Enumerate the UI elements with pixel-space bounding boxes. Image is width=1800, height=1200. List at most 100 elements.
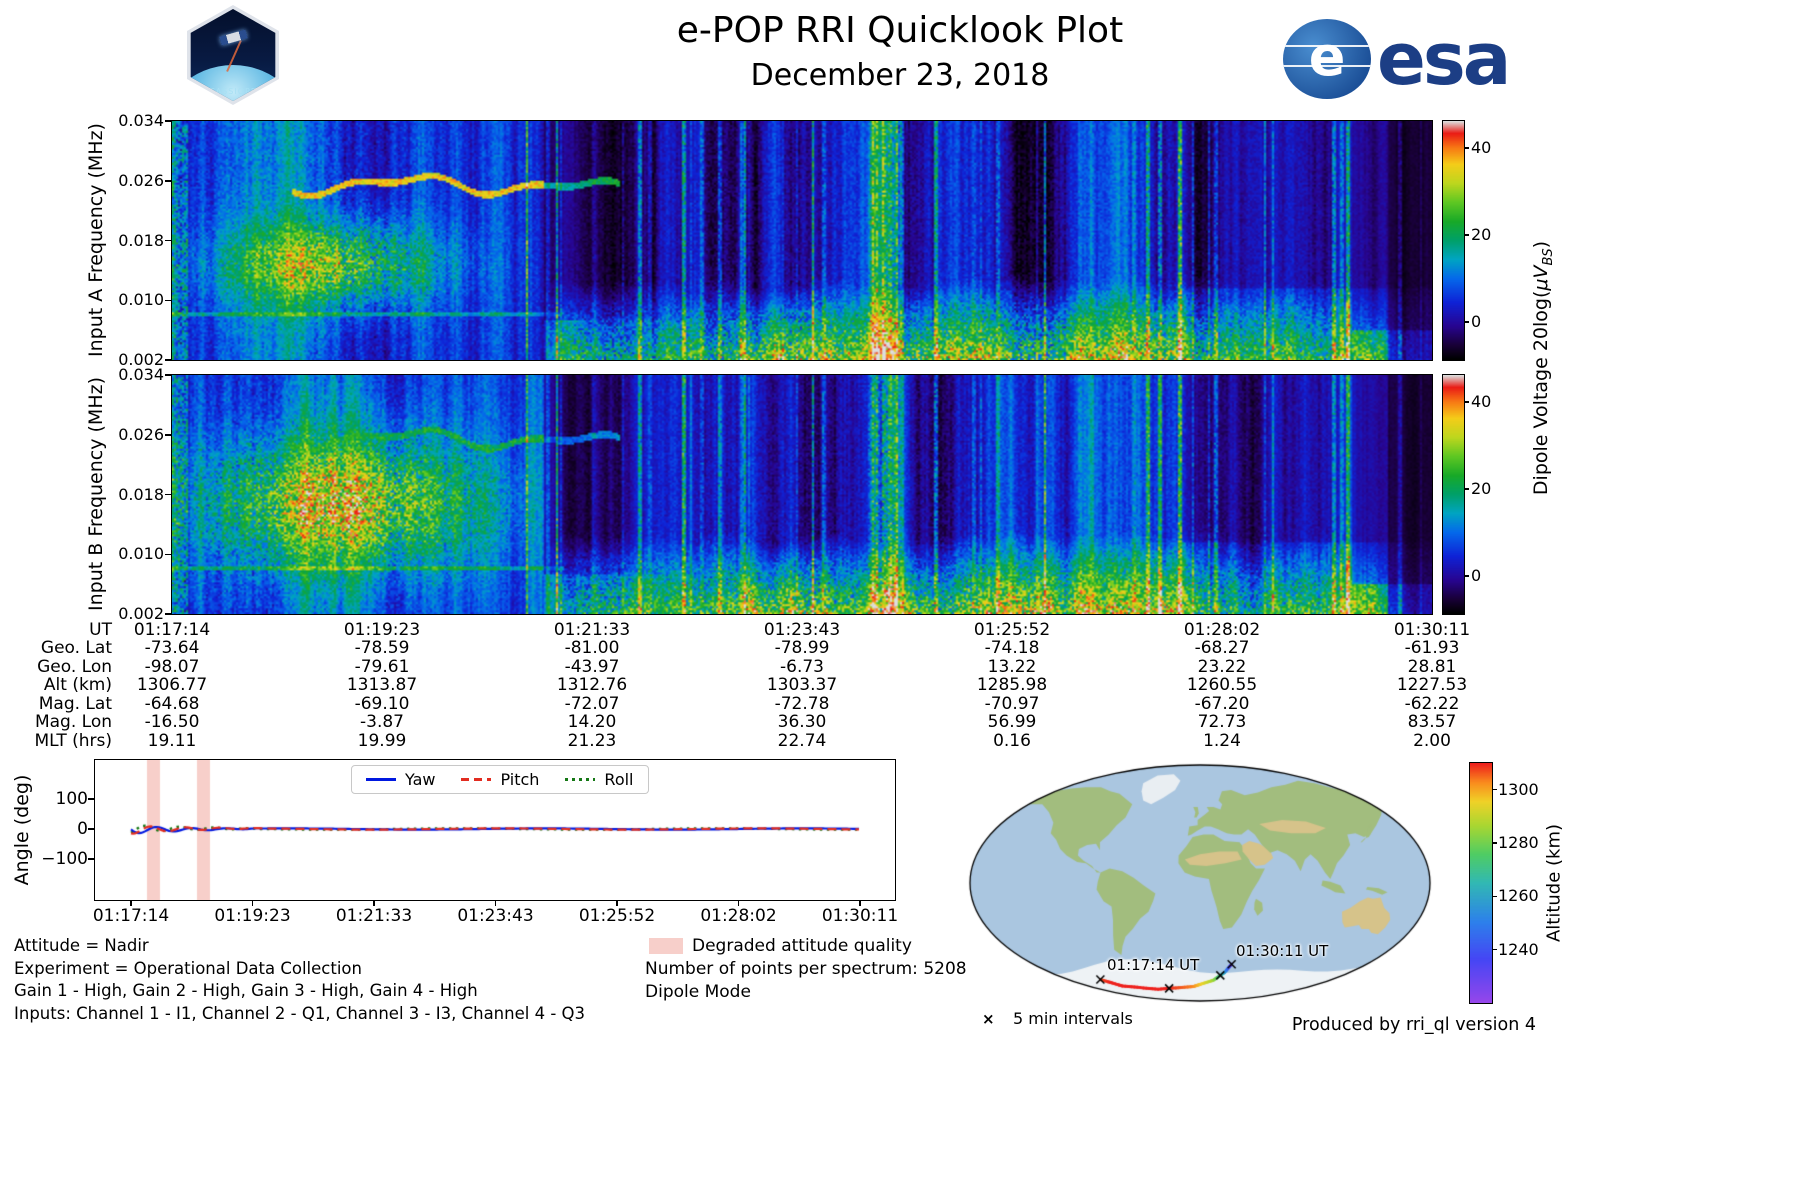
tick-mark [1464,575,1469,577]
info-line: Attitude = Nadir [14,936,149,955]
angle-y-tick-label: 100 [55,789,88,809]
ephemeris-value: -72.78 [774,693,830,714]
legend-item-pitch: Pitch [461,770,539,789]
voltage-colorbar-b [1442,374,1465,615]
tick-mark [165,613,172,615]
altitude-tick-label: 1260 [1498,886,1539,906]
ephemeris-value: 2.00 [1413,730,1451,751]
freq-tick-label: 0.018 [118,230,164,250]
ephemeris-value: -69.10 [354,693,410,714]
tick-mark [1492,842,1497,844]
esa-e-glyph: e [1308,25,1346,88]
tick-mark [165,239,172,242]
tick-mark [1464,234,1469,236]
ephemeris-value: -68.27 [1194,638,1250,659]
tick-mark [165,120,172,122]
track-end-label: 01:30:11 UT [1236,942,1329,960]
ephemeris-value: -64.68 [144,693,200,714]
info-line: Inputs: Channel 1 - I1, Channel 2 - Q1, … [14,1003,585,1023]
freq-tick-label: 0.034 [118,365,164,384]
ephemeris-value: 1312.76 [556,675,628,696]
tick-mark [165,493,172,496]
ephemeris-value: -6.73 [780,656,824,677]
voltage-colorbar-tick-label: 40 [1471,391,1492,411]
voltage-colorbar-tick-label: 20 [1471,478,1492,498]
voltage-colorbar-tick-label: 0 [1471,311,1482,331]
degraded-quality-label: Degraded attitude quality [692,936,912,956]
freq-tick-label: 0.026 [118,170,164,190]
freq-tick-label: 0.002 [118,604,164,623]
ephemeris-value: -61.93 [1404,638,1460,659]
tick-mark [1492,788,1497,791]
altitude-colorbar [1469,762,1493,1004]
info-line: Experiment = Operational Data Collection [14,958,362,978]
ephemeris-value: 19.11 [147,730,197,751]
freq-tick-label: 0.010 [118,290,164,310]
ephemeris-value: -73.64 [144,638,200,659]
tick-mark [373,900,375,906]
tick-mark [1464,321,1469,323]
legend-label-pitch: Pitch [500,770,540,789]
interval-legend-label: 5 min intervals [1013,1009,1133,1028]
ephemeris-value: 22.74 [777,730,827,751]
input-b-axis-label: Input B Frequency (MHz) [85,377,107,611]
ephemeris-value: 14.20 [567,712,617,733]
ephemeris-value: 1.24 [1203,730,1241,751]
altitude-tick-label: 1240 [1498,939,1539,959]
ephemeris-value: 72.73 [1197,712,1247,733]
ephemeris-value: 13.22 [987,656,1037,677]
altitude-colorbar-label: Altitude (km) [1543,823,1565,943]
angle-x-tick-label: 01:28:02 [700,906,777,926]
tick-mark [859,900,861,906]
track-start-label: 01:17:14 UT [1107,956,1200,974]
angle-axis-label: Angle (deg) [11,774,33,886]
esa-logo: e esa [1283,16,1511,102]
freq-tick-label: 0.002 [118,350,164,369]
ephemeris-value: -72.07 [564,693,620,714]
ephemeris-row-label: UT [89,620,112,640]
colorbar-label-math: μV [1530,265,1553,291]
ephemeris-value: 01:17:14 [133,620,211,640]
tick-mark [165,374,172,376]
ephemeris-value: 36.30 [777,712,827,733]
angle-y-tick-label: −100 [41,849,88,869]
angle-x-tick-label: 01:21:33 [335,906,413,926]
tick-mark [165,434,172,436]
legend-label-roll: Roll [604,770,634,789]
ephemeris-value: 0.16 [993,730,1031,751]
esa-disc-stripe [1283,45,1371,47]
angle-x-tick-label: 01:23:43 [457,906,534,926]
freq-tick-label: 0.010 [118,544,164,564]
tick-mark [165,299,172,301]
voltage-colorbar-tick-label: 0 [1471,565,1482,585]
produced-by-label: Produced by rri_ql version 4 [1291,1015,1536,1035]
tick-mark [1464,147,1469,149]
ephemeris-value: 1313.87 [346,675,418,696]
input-a-axis-label: Input A Frequency (MHz) [85,123,107,357]
ephemeris-value: 01:19:23 [343,620,421,640]
attitude-legend: Yaw Pitch Roll [351,765,649,794]
esa-wordmark: esa [1377,17,1511,101]
esa-logo-icon: e [1283,19,1371,99]
ephemeris-value: 19.99 [357,730,407,751]
ephemeris-value: 01:30:11 [1393,620,1471,640]
tick-mark [1492,948,1497,951]
yaw-line-icon [366,778,396,781]
colorbar-label-subscript: BS [1540,248,1556,266]
ephemeris-value: -16.50 [144,712,200,733]
ephemeris-row-label: MLT (hrs) [34,730,112,751]
pitch-line-icon [461,778,492,781]
angle-x-tick-label: 01:30:11 [821,906,899,926]
tick-mark [494,900,497,906]
ephemeris-row-label: Mag. Lat [38,693,112,714]
ephemeris-value: 1306.77 [136,675,208,696]
dipole-mode-label: Dipole Mode [645,982,751,1002]
ephemeris-value: 56.99 [987,712,1037,733]
angle-x-tick-label: 01:17:14 [92,906,170,926]
patch-mission-name: CASSIOPE [209,87,257,96]
spectrogram-b-canvas [171,374,1433,615]
voltage-colorbar-tick-label: 40 [1471,137,1492,157]
info-line: Gain 1 - High, Gain 2 - High, Gain 3 - H… [14,981,478,1000]
ephemeris-value: 1303.37 [766,675,838,696]
ephemeris-value: 01:28:02 [1183,620,1261,640]
